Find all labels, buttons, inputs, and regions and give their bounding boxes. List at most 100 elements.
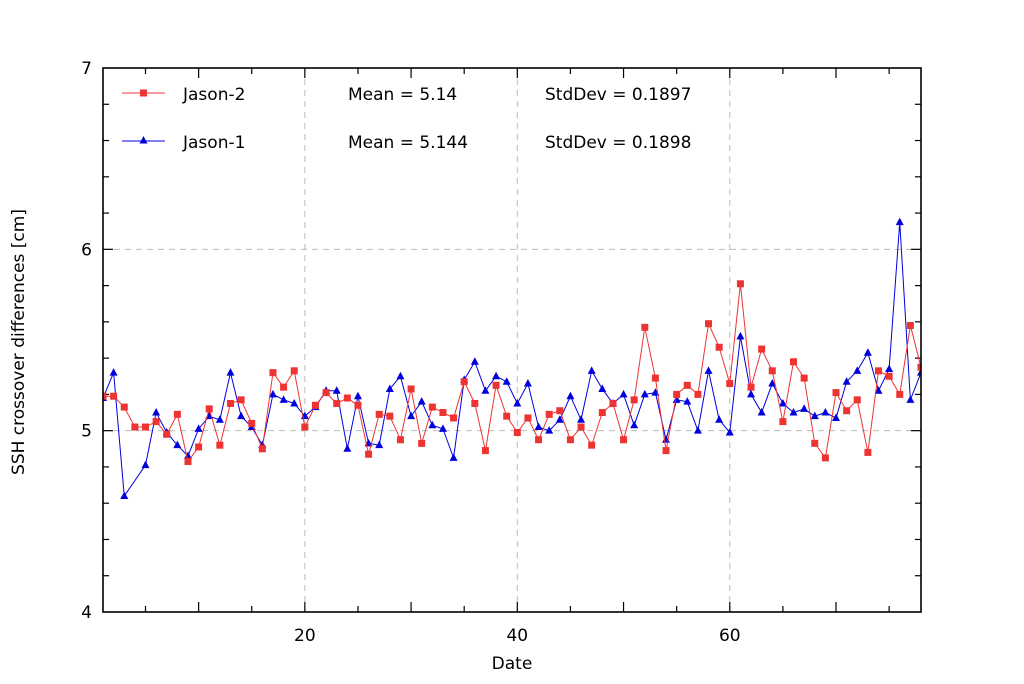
data-point-jason-2 [524, 414, 532, 422]
data-point-jason-1 [237, 411, 246, 420]
data-point-jason-2 [864, 448, 872, 456]
data-point-jason-1 [566, 391, 575, 400]
legend-marker-triangle-icon [139, 136, 148, 144]
data-point-jason-2 [333, 399, 341, 407]
data-point-jason-2 [258, 445, 266, 453]
data-point-jason-2 [226, 399, 234, 407]
data-point-jason-2 [163, 430, 171, 438]
y-tick-label: 4 [81, 603, 92, 623]
data-point-jason-2 [928, 463, 935, 470]
x-tick-label: 20 [294, 626, 316, 646]
data-point-jason-1 [683, 397, 692, 405]
data-point-jason-1 [842, 377, 851, 385]
data-point-jason-1 [778, 398, 787, 407]
data-point-jason-2 [301, 423, 309, 431]
data-point-jason-1 [396, 371, 405, 380]
data-point-jason-1 [290, 398, 299, 407]
data-point-jason-1 [407, 411, 416, 420]
data-point-jason-1 [470, 357, 479, 365]
data-point-jason-2 [651, 374, 659, 382]
data-point-jason-1 [672, 395, 681, 403]
legend-marker-square-icon [140, 89, 147, 97]
data-point-jason-2 [630, 396, 638, 404]
data-point-jason-2 [205, 405, 213, 413]
data-point-jason-2 [811, 439, 819, 447]
data-point-jason-1 [757, 408, 766, 416]
legend-item-jason-1: Jason-1 Mean = 5.144 StdDev = 0.1898 [122, 133, 691, 153]
data-point-jason-2 [471, 399, 479, 407]
data-point-jason-1 [183, 451, 192, 460]
legend-label: Jason-2 [182, 85, 245, 105]
data-point-jason-1 [863, 348, 872, 356]
data-point-jason-2 [545, 410, 553, 418]
data-point-jason-1 [906, 395, 915, 403]
x-axis-title: Date [492, 654, 533, 674]
legend-mean: Mean = 5.144 [348, 133, 468, 153]
tick-labels: 20 40 60 4 5 6 7 [81, 59, 740, 646]
data-point-jason-1 [438, 424, 447, 432]
data-point-jason-1 [513, 398, 522, 407]
data-point-jason-1 [736, 331, 745, 340]
data-point-jason-2 [407, 385, 415, 393]
legend-mean: Mean = 5.14 [348, 85, 457, 105]
data-point-jason-2 [906, 321, 914, 329]
data-point-jason-2 [354, 401, 362, 409]
data-point-jason-1 [375, 440, 384, 449]
data-point-jason-1 [173, 440, 182, 449]
data-point-jason-2 [779, 418, 787, 426]
legend: Jason-2 Mean = 5.14 StdDev = 0.1897 Jaso… [122, 85, 691, 153]
legend-stddev: StdDev = 0.1897 [545, 85, 691, 105]
data-point-jason-2 [641, 323, 649, 331]
data-point-jason-1 [141, 460, 150, 469]
data-point-jason-1 [789, 408, 798, 416]
data-point-jason-2 [280, 383, 288, 391]
data-point-jason-1 [385, 384, 394, 392]
data-point-jason-2 [609, 399, 617, 407]
data-point-jason-1 [598, 384, 607, 392]
data-point-jason-2 [885, 372, 893, 380]
data-point-jason-2 [556, 407, 564, 415]
data-point-jason-2 [365, 450, 373, 458]
data-point-jason-1 [810, 411, 819, 420]
data-point-jason-1 [577, 415, 586, 423]
data-point-jason-1 [693, 426, 702, 434]
data-point-jason-1 [715, 415, 724, 423]
data-point-jason-1 [747, 389, 756, 398]
y-axis-title: SSH crossover differences [cm] [9, 209, 29, 475]
data-point-jason-1 [587, 366, 596, 374]
data-point-jason-2 [173, 410, 181, 418]
y-tick-label: 7 [81, 59, 92, 79]
data-point-jason-2 [662, 447, 670, 455]
data-point-jason-2 [460, 378, 468, 386]
data-point-jason-2 [386, 412, 394, 420]
data-point-jason-2 [503, 412, 511, 420]
data-point-jason-2 [120, 403, 128, 411]
data-point-jason-2 [620, 436, 628, 444]
data-point-jason-2 [598, 409, 606, 417]
data-point-jason-1 [630, 420, 639, 429]
data-point-jason-1 [226, 368, 235, 376]
data-point-jason-1 [874, 386, 883, 394]
data-point-jason-2 [269, 369, 277, 377]
data-point-jason-2 [673, 390, 681, 398]
data-point-jason-2 [715, 343, 723, 351]
plot-frame [102, 67, 922, 613]
data-point-jason-2 [216, 441, 224, 449]
data-point-jason-1 [885, 364, 894, 373]
data-point-jason-2 [853, 396, 861, 404]
data-point-jason-2 [322, 389, 330, 397]
data-point-jason-1 [343, 444, 352, 452]
data-point-jason-1 [704, 366, 713, 374]
data-point-jason-1 [279, 395, 288, 403]
data-point-jason-2 [832, 389, 840, 397]
data-point-jason-2 [152, 418, 160, 426]
legend-stddev: StdDev = 0.1898 [545, 133, 691, 153]
data-point-jason-1 [492, 371, 501, 380]
data-point-jason-1 [832, 413, 841, 421]
data-point-jason-2 [237, 396, 245, 404]
data-point-jason-2 [103, 392, 107, 400]
data-point-jason-2 [396, 436, 404, 444]
data-point-jason-1 [215, 415, 224, 423]
